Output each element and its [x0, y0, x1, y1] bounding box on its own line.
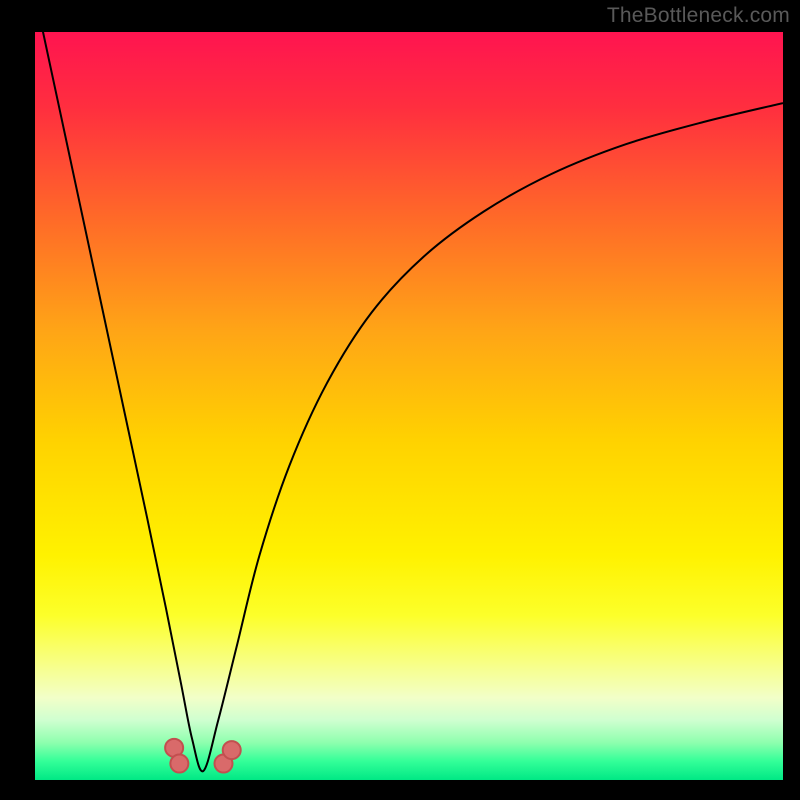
- chart-stage: TheBottleneck.com: [0, 0, 800, 800]
- bottom-marker: [223, 741, 241, 759]
- bottom-marker: [170, 755, 188, 773]
- watermark-text: TheBottleneck.com: [607, 4, 790, 28]
- gradient-background: [35, 32, 783, 780]
- bottleneck-chart: [0, 0, 800, 800]
